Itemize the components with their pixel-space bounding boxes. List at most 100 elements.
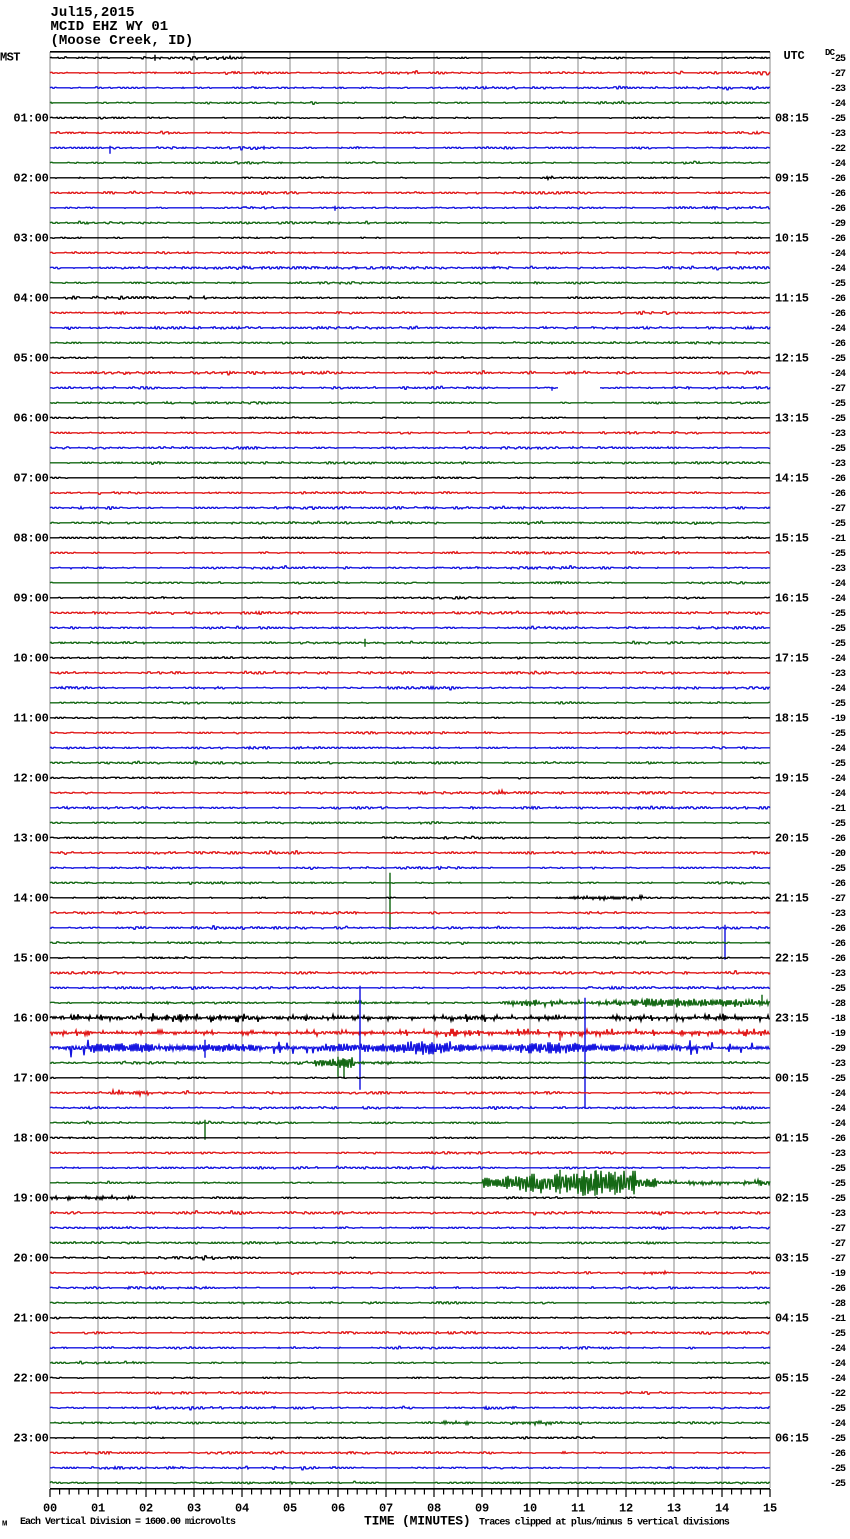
svg-text:-21: -21 <box>830 1314 846 1325</box>
svg-text:-24: -24 <box>830 264 846 275</box>
svg-text:-25: -25 <box>830 864 846 875</box>
svg-text:-23: -23 <box>830 429 846 440</box>
svg-text:-19: -19 <box>830 1269 846 1280</box>
svg-text:-23: -23 <box>830 1209 846 1220</box>
svg-text:02: 02 <box>139 1502 153 1516</box>
svg-text:04:00: 04:00 <box>13 292 48 306</box>
svg-text:16:15: 16:15 <box>775 592 809 606</box>
svg-text:17:00: 17:00 <box>13 1072 48 1086</box>
svg-text:-23: -23 <box>830 564 846 575</box>
svg-text:-26: -26 <box>830 174 846 185</box>
svg-text:-23: -23 <box>830 1059 846 1070</box>
svg-text:-26: -26 <box>830 939 846 950</box>
svg-text:-26: -26 <box>830 309 846 320</box>
svg-text:14: 14 <box>715 1502 729 1516</box>
svg-text:-24: -24 <box>830 249 846 260</box>
svg-text:17:15: 17:15 <box>775 652 809 666</box>
svg-text:DC: DC <box>825 48 836 58</box>
svg-text:-25: -25 <box>830 1074 846 1085</box>
svg-text:-24: -24 <box>830 744 846 755</box>
svg-text:-25: -25 <box>830 1194 846 1205</box>
svg-text:12:00: 12:00 <box>13 772 48 786</box>
svg-text:MST: MST <box>0 51 20 65</box>
svg-text:-19: -19 <box>830 1029 846 1040</box>
svg-text:09: 09 <box>475 1502 489 1516</box>
svg-text:04:15: 04:15 <box>775 1312 809 1326</box>
svg-text:-20: -20 <box>830 849 846 860</box>
svg-text:14:00: 14:00 <box>13 892 48 906</box>
svg-text:-27: -27 <box>830 1254 846 1265</box>
svg-text:12:15: 12:15 <box>775 352 809 366</box>
svg-text:02:00: 02:00 <box>13 172 48 186</box>
svg-text:12: 12 <box>619 1502 633 1516</box>
svg-text:-21: -21 <box>830 534 846 545</box>
svg-text:-25: -25 <box>830 444 846 455</box>
svg-text:19:00: 19:00 <box>13 1192 48 1206</box>
svg-text:06: 06 <box>331 1502 345 1516</box>
svg-text:-19: -19 <box>830 714 846 725</box>
svg-text:-21: -21 <box>830 804 846 815</box>
svg-text:08:00: 08:00 <box>13 532 48 546</box>
svg-text:-24: -24 <box>830 1419 846 1430</box>
svg-text:-23: -23 <box>830 969 846 980</box>
svg-text:13:15: 13:15 <box>775 412 809 426</box>
svg-text:-22: -22 <box>830 144 846 155</box>
svg-text:-25: -25 <box>830 1434 846 1445</box>
svg-text:13: 13 <box>667 1502 681 1516</box>
svg-text:22:00: 22:00 <box>13 1372 48 1386</box>
svg-text:-26: -26 <box>830 204 846 215</box>
svg-text:-25: -25 <box>830 759 846 770</box>
svg-text:-24: -24 <box>830 1089 846 1100</box>
svg-text:-26: -26 <box>830 924 846 935</box>
svg-text:11: 11 <box>571 1502 585 1516</box>
svg-text:-29: -29 <box>830 219 846 230</box>
svg-text:-25: -25 <box>830 549 846 560</box>
svg-text:01: 01 <box>91 1502 105 1516</box>
svg-text:11:15: 11:15 <box>775 292 809 306</box>
svg-text:-25: -25 <box>830 1404 846 1415</box>
svg-text:-23: -23 <box>830 84 846 95</box>
svg-text:-28: -28 <box>830 999 846 1010</box>
svg-text:05:00: 05:00 <box>13 352 48 366</box>
svg-text:07:00: 07:00 <box>13 472 48 486</box>
svg-text:-26: -26 <box>830 339 846 350</box>
svg-text:-23: -23 <box>830 1149 846 1160</box>
svg-text:-24: -24 <box>830 684 846 695</box>
svg-text:-25: -25 <box>830 729 846 740</box>
svg-text:-25: -25 <box>830 279 846 290</box>
svg-text:-26: -26 <box>830 1449 846 1460</box>
svg-text:-24: -24 <box>830 594 846 605</box>
svg-text:-25: -25 <box>830 399 846 410</box>
svg-text:-26: -26 <box>830 234 846 245</box>
svg-text:-29: -29 <box>830 1044 846 1055</box>
svg-text:-24: -24 <box>830 324 846 335</box>
svg-text:15: 15 <box>763 1502 777 1516</box>
svg-text:-25: -25 <box>830 54 846 65</box>
svg-text:-27: -27 <box>830 1224 846 1235</box>
svg-text:-23: -23 <box>830 129 846 140</box>
svg-text:03:15: 03:15 <box>775 1252 809 1266</box>
svg-text:11:00: 11:00 <box>13 712 48 726</box>
svg-text:-25: -25 <box>830 609 846 620</box>
svg-text:00:15: 00:15 <box>775 1072 809 1086</box>
svg-text:-24: -24 <box>830 1344 846 1355</box>
svg-text:-25: -25 <box>830 114 846 125</box>
svg-text:03: 03 <box>187 1502 201 1516</box>
svg-text:16:00: 16:00 <box>13 1012 48 1026</box>
svg-text:м: м <box>2 1519 7 1529</box>
svg-text:-25: -25 <box>830 1179 846 1190</box>
svg-text:-24: -24 <box>830 789 846 800</box>
svg-text:-24: -24 <box>830 1374 846 1385</box>
svg-text:19:15: 19:15 <box>775 772 809 786</box>
svg-text:01:00: 01:00 <box>13 112 48 126</box>
svg-text:22:15: 22:15 <box>775 952 809 966</box>
svg-text:18:00: 18:00 <box>13 1132 48 1146</box>
svg-text:04: 04 <box>235 1502 249 1516</box>
svg-text:-25: -25 <box>830 699 846 710</box>
svg-text:-23: -23 <box>830 909 846 920</box>
svg-text:-18: -18 <box>830 1014 846 1025</box>
svg-text:-27: -27 <box>830 1239 846 1250</box>
svg-text:06:15: 06:15 <box>775 1432 809 1446</box>
svg-text:-25: -25 <box>830 639 846 650</box>
svg-text:21:15: 21:15 <box>775 892 809 906</box>
